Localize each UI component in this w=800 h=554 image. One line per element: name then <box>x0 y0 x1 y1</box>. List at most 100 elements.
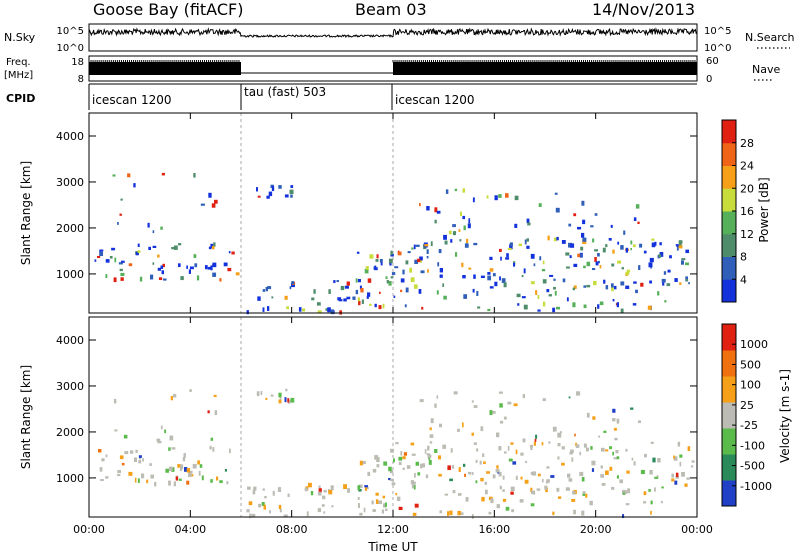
velocity-pixel <box>424 449 427 454</box>
power-pixel <box>212 272 217 277</box>
velocity-pixel <box>532 471 537 476</box>
power-pixel <box>605 285 609 290</box>
velocity-pixel <box>460 512 464 515</box>
velocity-pixel <box>559 431 562 434</box>
power-pixel <box>430 241 433 247</box>
velocity-ylabel: Slant Range [km] <box>19 365 33 469</box>
power-pixel <box>514 223 518 228</box>
power-pixel <box>157 267 162 271</box>
velocity-pixel <box>613 457 618 460</box>
power-pixel <box>530 253 535 259</box>
power-pixel <box>462 188 466 193</box>
velocity-pixel <box>612 418 616 422</box>
velocity-pixel <box>498 446 502 451</box>
power-pixel <box>476 291 479 296</box>
power-pixel <box>654 241 657 246</box>
power-pixel <box>623 230 626 235</box>
power-pixel <box>505 257 510 260</box>
power-pixel <box>100 249 104 252</box>
velocity-pixel <box>496 432 500 438</box>
power-pixel <box>639 243 643 248</box>
power-pixel <box>375 259 379 262</box>
power-pixel <box>105 259 110 263</box>
velocity-pixel <box>434 449 438 453</box>
velocity-pixel <box>675 476 679 479</box>
power-pixel <box>160 226 163 230</box>
power-pixel <box>336 280 339 283</box>
velocity-pixel <box>476 448 479 452</box>
velocity-colorbar-cell <box>722 376 736 403</box>
power-pixel <box>489 286 494 289</box>
power-pixel <box>400 278 405 283</box>
power-pixel <box>552 307 556 313</box>
velocity-pixel <box>552 426 557 432</box>
velocity-pixel <box>464 473 466 477</box>
power-pixel <box>590 225 594 228</box>
power-pixel <box>434 219 437 224</box>
velocity-pixel <box>660 500 663 504</box>
velocity-pixel <box>544 485 548 490</box>
power-pixel <box>667 269 671 273</box>
power-pixel <box>214 199 218 204</box>
velocity-pixel <box>591 468 595 472</box>
velocity-pixel <box>173 481 176 487</box>
power-pixel <box>109 256 113 259</box>
velocity-pixel <box>224 469 227 472</box>
power-pixel <box>158 277 163 281</box>
velocity-pixel <box>414 503 419 508</box>
power-pixel <box>503 282 507 288</box>
velocity-pixel <box>318 488 322 493</box>
nave-label: Nave <box>752 63 780 76</box>
velocity-pixel <box>657 458 661 463</box>
velocity-pixel <box>557 432 562 438</box>
power-pixel <box>137 250 141 253</box>
power-pixel <box>448 230 452 235</box>
velocity-pixel <box>458 493 462 496</box>
power-pixel <box>378 305 382 310</box>
velocity-pixel <box>375 492 379 496</box>
power-pixel <box>437 262 440 267</box>
velocity-pixel <box>278 399 282 404</box>
velocity-pixel <box>169 435 174 441</box>
power-pixel <box>161 270 164 275</box>
velocity-pixel <box>691 460 695 463</box>
power-pixel <box>439 268 444 273</box>
velocity-pixel <box>261 502 265 506</box>
power-pixel <box>513 262 516 267</box>
power-pixel <box>284 194 289 198</box>
power-pixel <box>676 246 679 251</box>
velocity-pixel <box>534 438 537 442</box>
power-colorbar-tick-label: 24 <box>740 160 754 173</box>
velocity-pixel <box>619 479 624 484</box>
power-pixel <box>454 188 458 192</box>
velocity-pixel <box>510 491 514 495</box>
velocity-pixel <box>429 434 434 438</box>
velocity-pixel <box>141 473 145 479</box>
velocity-pixel <box>627 488 631 494</box>
power-pixel <box>443 295 447 300</box>
velocity-pixel <box>388 466 392 472</box>
power-pixel <box>662 281 665 286</box>
power-pixel <box>157 254 160 258</box>
velocity-pixel <box>199 464 203 468</box>
power-pixel <box>561 240 566 244</box>
power-pixel <box>112 174 116 177</box>
velocity-pixel <box>396 496 401 502</box>
power-colorbar-cell <box>722 233 736 257</box>
power-colorbar-tick-label: 20 <box>740 182 754 195</box>
power-pixel <box>298 307 302 312</box>
velocity-pixel <box>570 449 574 454</box>
power-pixel <box>594 257 597 262</box>
velocity-pixel <box>256 391 260 397</box>
velocity-pixel <box>113 398 117 404</box>
velocity-pixel <box>601 447 605 452</box>
velocity-pixel <box>508 458 513 462</box>
velocity-pixel <box>581 510 585 516</box>
power-pixel <box>580 246 584 251</box>
power-pixel <box>663 271 667 275</box>
freq-strip: Freq. [MHz] 18 8 60 0 Nave <box>4 55 780 85</box>
power-pixel <box>553 286 556 290</box>
velocity-pixel <box>496 465 499 469</box>
velocity-pixel <box>522 438 526 443</box>
velocity-colorbar-cell <box>722 428 736 455</box>
